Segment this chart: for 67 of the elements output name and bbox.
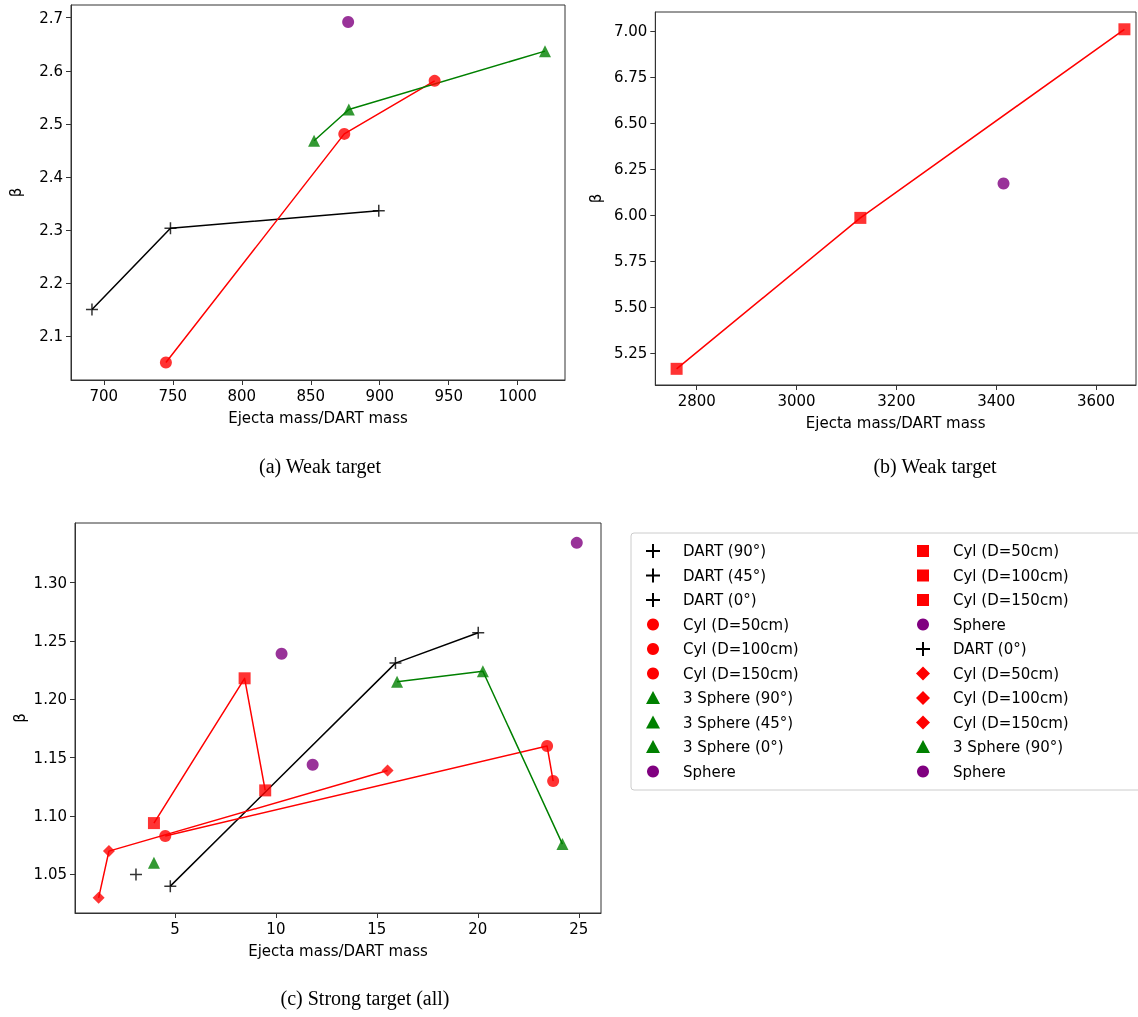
y-tick-label: 2.6 [39,61,63,80]
text: (b) Weak target [873,455,998,478]
x-tick-label: 3000 [777,391,816,410]
y-tick-label: 6.50 [613,114,648,133]
x-tick-label: 950 [434,386,464,405]
y-axis-title: β [586,193,605,204]
y-tick-label: 2.2 [39,273,63,292]
legend-label: 3 Sphere (0°) [683,738,784,756]
y-tick-label: 7.00 [613,22,648,41]
y-tick-label: 5.50 [613,297,648,316]
legend-label: Cyl (D=50cm) [953,542,1060,560]
x-tick-label: 3400 [977,391,1016,410]
legend-label: DART (90°) [683,542,767,560]
y-tick-label: 6.75 [613,68,648,87]
y-tick-label: 1.30 [33,573,67,592]
x-tick-label: 900 [365,386,395,405]
y-tick-label: 5.25 [613,343,648,362]
legend-label: Cyl (D=100cm) [953,566,1069,585]
x-tick-label: 10 [266,919,286,938]
y-tick-label: 1.10 [33,807,67,826]
legend-label: 3 Sphere (90°) [953,738,1064,756]
y-tick-label: 2.1 [39,326,63,345]
legend-label: DART (0°) [683,591,757,609]
x-tick-label: 750 [158,386,188,405]
y-axis-title: β [10,713,29,723]
legend-label: Sphere [953,762,1006,781]
x-tick-label: 15 [367,919,387,938]
legend-label: Sphere [683,762,736,781]
legend-label: 3 Sphere (45°) [683,713,794,732]
x-tick-label: 850 [296,386,326,405]
y-tick-label: 2.3 [39,220,63,239]
y-tick-label: 1.15 [33,748,67,767]
legend-label: 3 Sphere (90°) [683,689,794,707]
x-tick-label: 700 [89,386,119,405]
legend-label: Cyl (D=150cm) [953,713,1069,732]
text: (a) Weak target [258,455,382,478]
x-tick-label: 800 [227,386,257,405]
text: (c) Strong target (all) [280,987,450,1010]
x-tick-label: 5 [170,919,180,938]
legend-label: Cyl (D=150cm) [953,591,1069,609]
x-axis-title: Ejecta mass/DART mass [805,413,986,432]
legend-label: DART (0°) [953,640,1027,658]
y-tick-label: 1.20 [33,690,67,709]
x-tick-label: 2800 [677,391,716,410]
x-axis-title: Ejecta mass/DART mass [248,941,429,960]
x-tick-label: 20 [468,919,488,938]
y-tick-label: 6.25 [613,159,648,178]
y-tick-label: 5.75 [613,251,648,270]
y-tick-label: 1.05 [33,865,67,884]
y-tick-label: 2.4 [39,167,63,186]
legend-label: Cyl (D=150cm) [683,664,799,683]
y-tick-label: 1.25 [33,631,67,650]
x-axis-title: Ejecta mass/DART mass [228,408,409,427]
legend-label: DART (45°) [683,566,767,585]
x-tick-label: 3600 [1076,391,1116,410]
x-tick-label: 1000 [498,386,537,405]
legend-label: Cyl (D=100cm) [953,689,1069,707]
legend-label: Cyl (D=100cm) [683,640,799,658]
legend-label: Cyl (D=50cm) [683,615,790,634]
x-tick-label: 25 [569,919,589,938]
y-tick-label: 2.5 [39,114,63,133]
y-axis-title: β [6,187,25,198]
x-tick-label: 3200 [877,391,916,410]
legend-label: Cyl (D=50cm) [953,664,1060,683]
y-tick-label: 6.00 [613,205,648,224]
y-tick-label: 2.7 [39,8,63,27]
legend-label: Sphere [953,615,1006,634]
